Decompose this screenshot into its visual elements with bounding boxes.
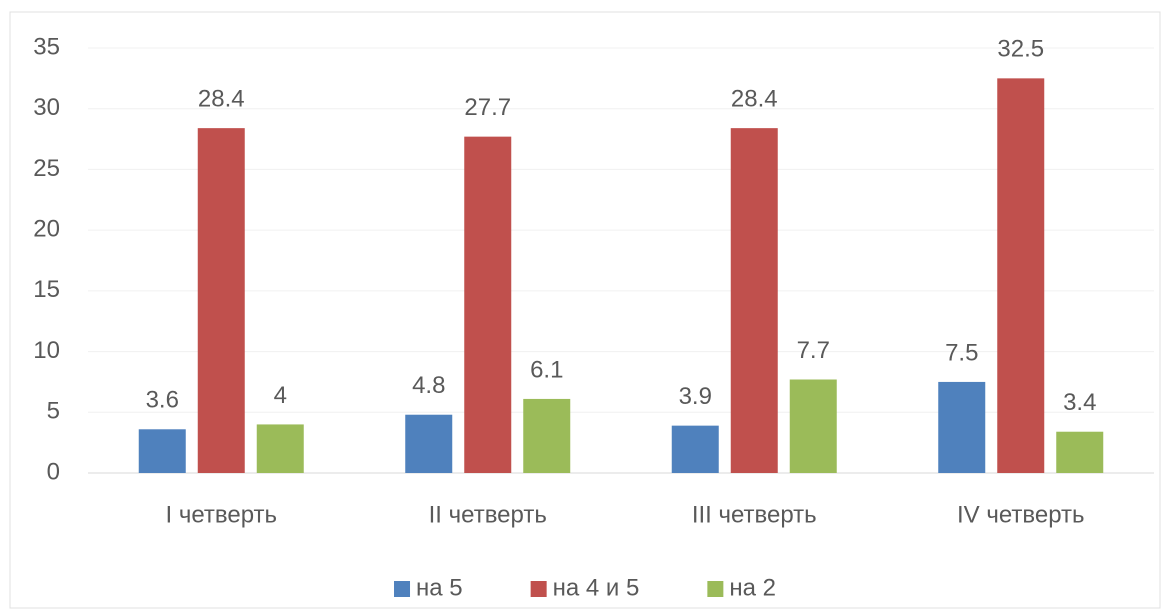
y-tick-label: 35 [33, 33, 60, 60]
legend-swatch [530, 581, 547, 597]
data-label: 4.8 [412, 372, 445, 399]
y-tick-label: 30 [33, 94, 60, 121]
bar [464, 136, 512, 473]
bar [789, 379, 837, 473]
data-label: 7.5 [945, 339, 978, 366]
bar [938, 381, 986, 473]
y-tick-label: 0 [47, 458, 60, 485]
bar [997, 78, 1045, 473]
y-tick-label: 20 [33, 215, 60, 242]
legend-swatch [394, 581, 411, 597]
legend-label: на 5 [416, 574, 463, 601]
bar [256, 424, 304, 473]
bar [405, 414, 453, 473]
bar [523, 398, 571, 473]
legend-label: на 2 [729, 574, 776, 601]
x-tick-label: III четверть [692, 501, 817, 528]
legend-label: на 4 и 5 [553, 574, 640, 601]
data-label: 6.1 [530, 356, 563, 383]
legend-swatch [707, 581, 724, 597]
x-tick-label: I четверть [165, 501, 277, 528]
data-label: 27.7 [464, 94, 511, 121]
y-tick-label: 10 [33, 337, 60, 364]
bar [197, 128, 245, 473]
bar [1056, 431, 1104, 473]
data-label: 7.7 [797, 337, 830, 364]
data-label: 28.4 [731, 85, 778, 112]
y-tick-label: 25 [33, 155, 60, 182]
data-label: 28.4 [198, 85, 245, 112]
y-tick-label: 5 [47, 398, 60, 425]
data-label: 3.9 [679, 383, 712, 410]
bar [730, 128, 778, 473]
data-label: 3.6 [146, 387, 179, 414]
data-label: 4 [274, 382, 287, 409]
x-tick-label: II четверть [429, 501, 547, 528]
bar [671, 425, 719, 473]
x-tick-label: IV четверть [957, 501, 1085, 528]
y-tick-label: 15 [33, 276, 60, 303]
data-label: 32.5 [997, 36, 1044, 63]
data-label: 3.4 [1063, 389, 1096, 416]
bar [138, 429, 186, 473]
